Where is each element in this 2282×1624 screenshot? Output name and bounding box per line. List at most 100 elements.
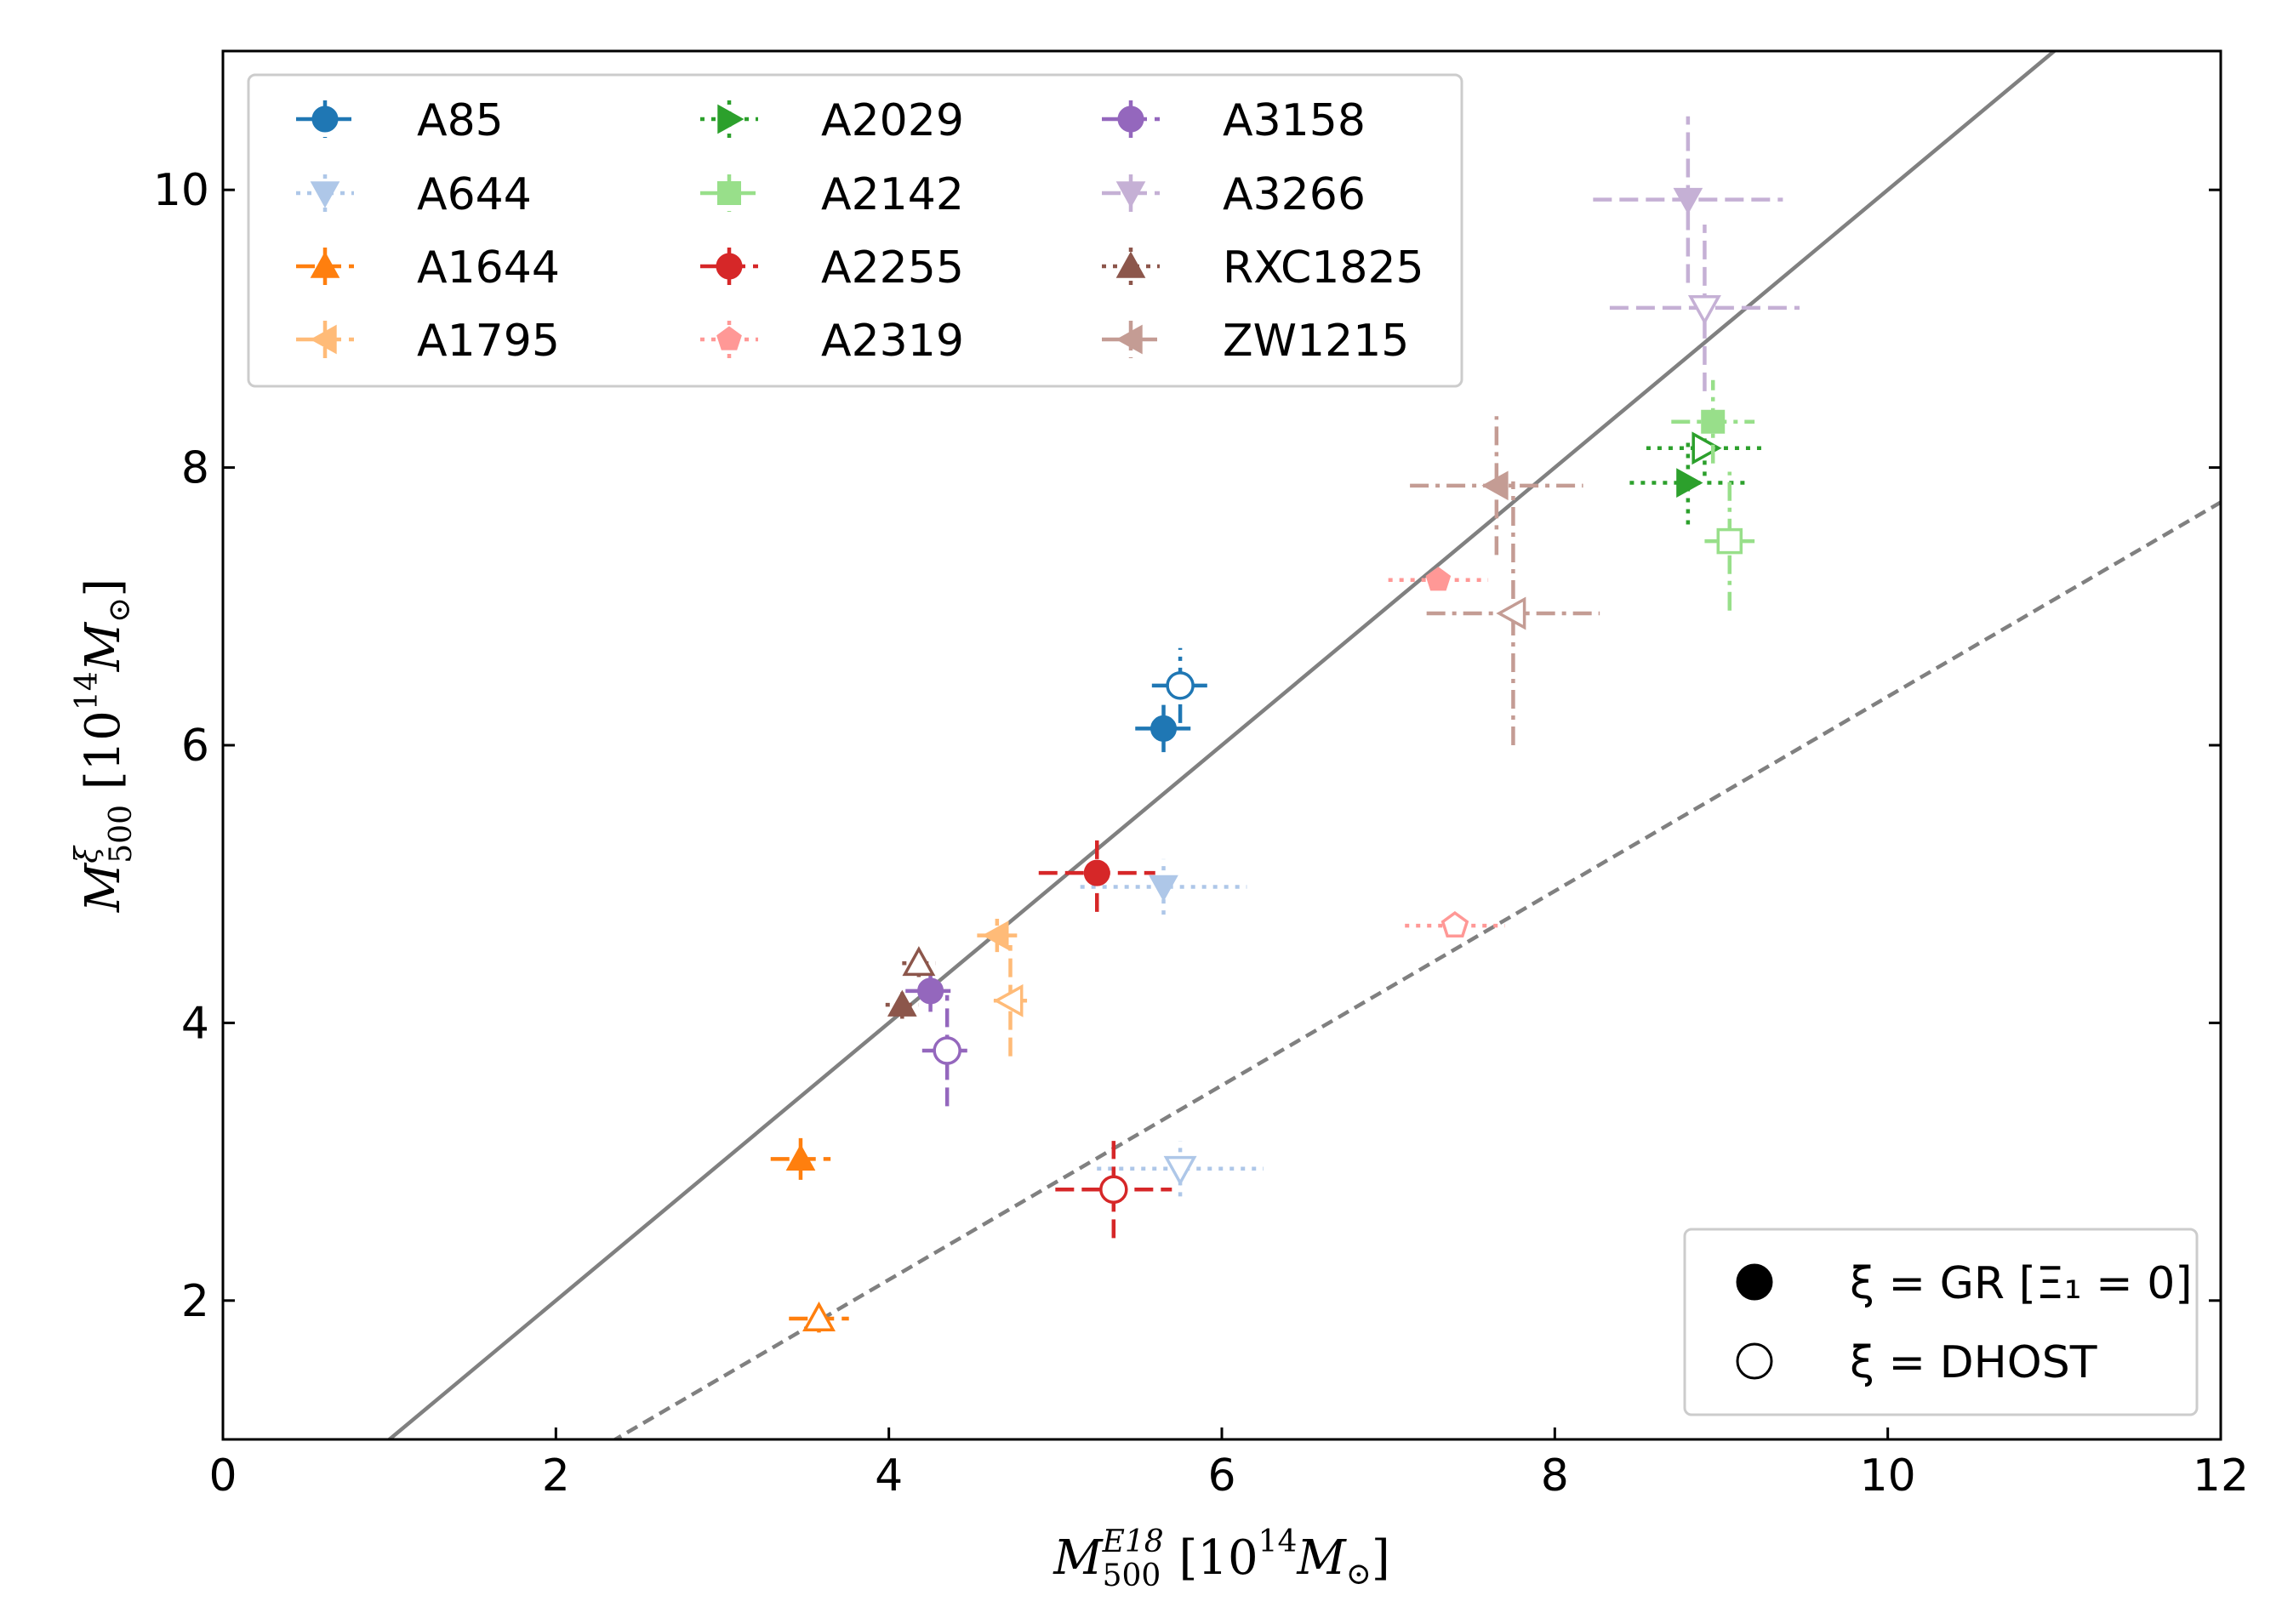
x-tick-label: 12 — [2193, 1450, 2249, 1501]
data-point-A2255-dhost — [1055, 1141, 1172, 1239]
circle-marker — [917, 977, 944, 1005]
x-tick-label: 0 — [208, 1450, 237, 1501]
marker-style-legend: ξ = GR [Ξ₁ = 0] ξ = DHOST — [1683, 1228, 2199, 1416]
style-legend-label: ξ = GR [Ξ₁ = 0] — [1850, 1258, 2193, 1309]
circle-marker — [1150, 715, 1178, 742]
filled-circle-icon — [1736, 1263, 1773, 1301]
legend-label: A2255 — [821, 242, 964, 293]
legend-marker — [1117, 105, 1144, 133]
triangle-down-marker — [1163, 1155, 1197, 1186]
legend-entry-RXC1825: RXC1825 — [1102, 242, 1424, 293]
y-tick-label: 10 — [153, 165, 209, 216]
legend-entry-A2142: A2142 — [700, 169, 964, 220]
y-tick-label: 8 — [181, 443, 209, 494]
legend-entry-A2255: A2255 — [700, 242, 964, 293]
data-point-A3158-gr — [905, 970, 956, 1012]
legend-entry-A644: A644 — [296, 169, 532, 220]
data-point-A1644-gr — [770, 1137, 831, 1180]
circle-marker — [1099, 1175, 1128, 1204]
legend-marker — [717, 181, 741, 205]
style-legend-label: ξ = DHOST — [1850, 1337, 2097, 1388]
triangle-up-marker — [902, 946, 936, 977]
circle-marker — [1083, 859, 1110, 886]
legend-marker — [717, 104, 745, 134]
legend-marker — [311, 105, 339, 133]
triangle-left-marker — [993, 983, 1024, 1017]
pentagon-marker — [1441, 911, 1469, 938]
pentagon-marker — [1425, 567, 1452, 591]
open-circle-icon — [1736, 1342, 1773, 1380]
legend-marker — [310, 181, 340, 208]
legend-label: A85 — [417, 95, 504, 146]
triangle-up-marker — [887, 989, 917, 1017]
data-point-A644-gr — [1080, 858, 1247, 915]
triangle-down-marker — [1673, 187, 1703, 215]
x-tick-label: 2 — [542, 1450, 570, 1501]
data-point-A1795-gr — [977, 919, 1018, 953]
data-point-A2142-gr — [1671, 379, 1755, 464]
legend-marker — [310, 251, 340, 278]
triangle-down-marker — [1687, 294, 1721, 326]
data-point-A3158-dhost — [921, 994, 973, 1107]
legend-label: A2142 — [821, 169, 964, 220]
style-legend-entry: ξ = GR [Ξ₁ = 0] — [1736, 1258, 2193, 1309]
style-legend-entry: ξ = DHOST — [1736, 1337, 2097, 1388]
y-tick-label: 2 — [181, 1276, 209, 1327]
legend-entry-ZW1215: ZW1215 — [1102, 316, 1409, 367]
data-point-A2142-dhost — [1704, 471, 1755, 611]
legend-label: A1795 — [417, 316, 560, 367]
style-legend-box — [1683, 1228, 2199, 1416]
data-point-A2319-gr — [1388, 567, 1489, 591]
square-marker — [1701, 409, 1726, 434]
data-point-A2255-gr — [1038, 834, 1155, 912]
legend-label: A1644 — [417, 242, 560, 293]
y-axis-label: Mξ500 [1014M⊙] — [70, 578, 139, 913]
triangle-up-marker — [802, 1301, 836, 1331]
data-point-A644-dhost — [1097, 1141, 1264, 1197]
x-tick-label: 4 — [875, 1450, 903, 1501]
legend-entry-A1644: A1644 — [296, 242, 560, 293]
legend-box — [247, 73, 1463, 388]
legend-entry-A2029: A2029 — [700, 95, 964, 146]
reference-lines — [386, 51, 2221, 1439]
one-to-one-line — [386, 51, 2057, 1439]
data-point-ZW1215-dhost — [1426, 481, 1600, 745]
circle-marker — [933, 1036, 961, 1065]
circle-marker — [1166, 671, 1195, 700]
legend-marker — [716, 326, 742, 350]
legend-entry-A2319: A2319 — [700, 316, 964, 367]
legend-marker — [1115, 181, 1146, 208]
data-point-A85-dhost — [1151, 647, 1209, 723]
data-point-A3266-gr — [1593, 116, 1783, 283]
square-marker — [1716, 527, 1743, 555]
axis-ticks: 0 2 4 6 8 10 12 2 4 6 8 10 — [153, 165, 2249, 1501]
triangle-left-marker — [982, 920, 1009, 950]
legend-label: A2319 — [821, 316, 964, 367]
data-point-ZW1215-gr — [1410, 416, 1583, 556]
legend-label: RXC1825 — [1223, 242, 1424, 293]
y-tick-label: 4 — [181, 998, 209, 1049]
data-points — [770, 116, 1800, 1333]
data-point-A2029-gr — [1629, 441, 1747, 525]
legend-label: A644 — [417, 169, 532, 220]
y-tick-label: 6 — [181, 721, 209, 772]
legend-entry-A3158: A3158 — [1102, 95, 1366, 146]
data-point-A1795-dhost — [993, 945, 1028, 1057]
x-axis-label: ME18 500 [1014M⊙] — [1053, 1524, 1390, 1593]
triangle-right-marker — [1692, 431, 1722, 465]
data-point-A85-gr — [1135, 704, 1192, 753]
x-tick-label: 8 — [1541, 1450, 1569, 1501]
legend-entry-A1795: A1795 — [296, 316, 560, 367]
cluster-legend: A85 A644 A1644 A1795 A2029 A2142 A2255 A2319 A31… — [247, 73, 1463, 388]
x-tick-label: 10 — [1860, 1450, 1916, 1501]
data-point-A3266-dhost — [1609, 225, 1800, 391]
legend-marker — [716, 253, 743, 280]
triangle-left-marker — [1496, 596, 1526, 630]
legend-marker — [1115, 251, 1146, 278]
legend-entry-A3266: A3266 — [1102, 169, 1366, 220]
data-point-A1644-dhost — [789, 1301, 849, 1333]
legend-label: A2029 — [821, 95, 964, 146]
legend-marker — [1115, 324, 1143, 355]
triangle-left-marker — [1481, 470, 1509, 501]
